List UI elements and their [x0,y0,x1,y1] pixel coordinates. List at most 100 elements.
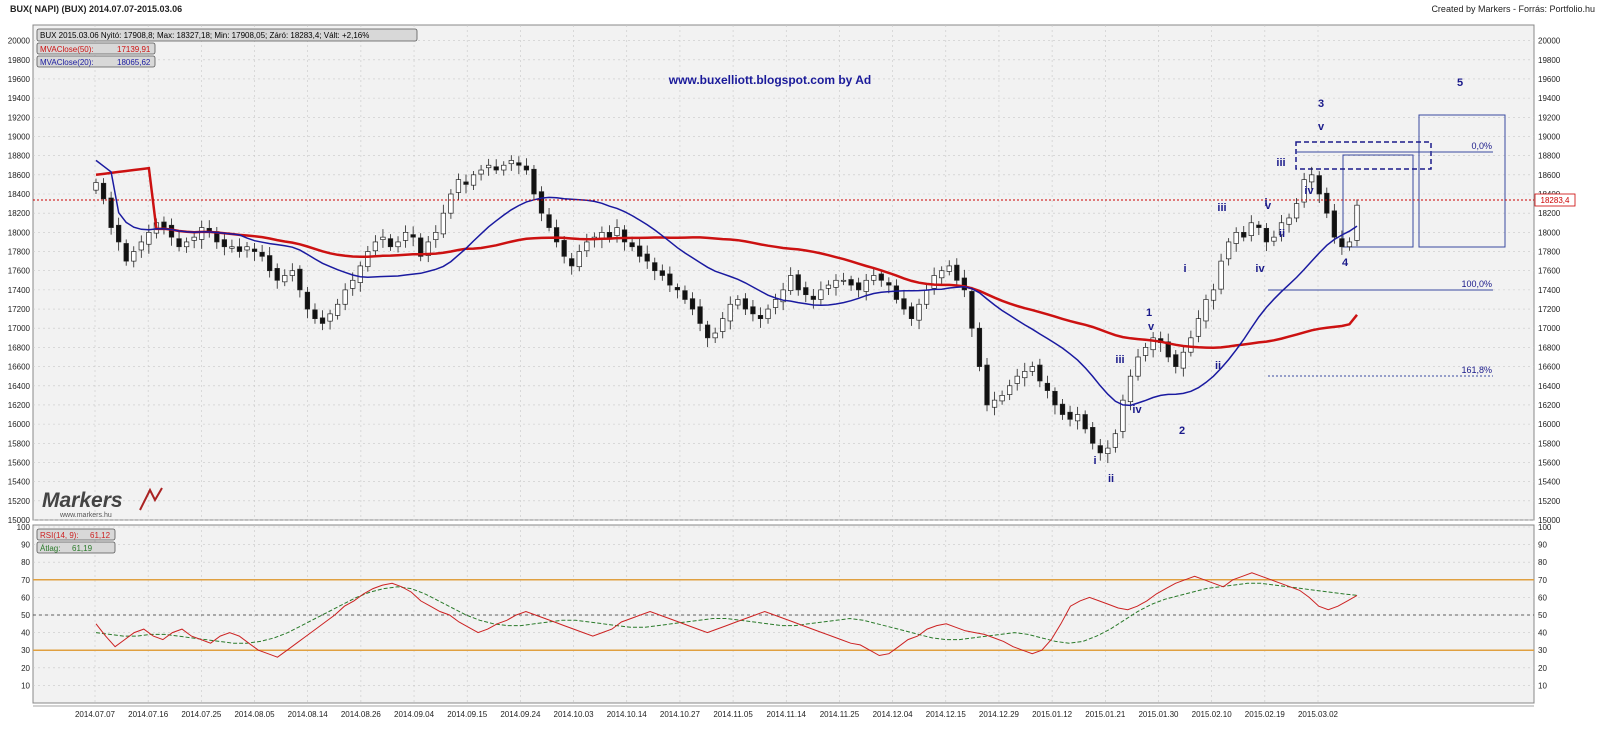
rsi-tick-label: 30 [1538,646,1547,655]
candle-down [893,285,900,300]
fib-label-0: 0,0% [1471,141,1492,151]
candle-up [1150,337,1156,351]
price-tick-label: 17400 [1538,286,1561,295]
markers-logo: Markers www.markers.hu [42,487,163,519]
price-tick-label: 18600 [8,171,31,180]
price-tick-label: 17600 [1538,267,1561,276]
rsi-tick-label: 90 [21,541,30,550]
candle-up [765,308,771,319]
candle-up [146,232,152,245]
rsi-info-box [36,528,116,541]
price-panel [32,24,1535,521]
candle-up [1014,375,1020,384]
date-x-axis: 2014.07.07 2014.07.16 2014.07.25 2014.08.05… [33,705,1534,719]
candle-up [871,275,877,281]
price-tick-label: 19200 [8,113,31,122]
wave-label: iv [1132,404,1142,416]
candle-up [727,303,733,322]
x-tick-label: 2014.09.04 [394,710,435,719]
rsi-tick-label: 10 [1538,681,1547,690]
candle-down [954,264,960,281]
x-tick-label: 2014.12.29 [979,710,1020,719]
candle-down [319,317,326,324]
candle-down [667,273,673,286]
candle-down [1037,364,1043,382]
price-tick-label: 15600 [1538,458,1561,467]
rsi-tick-label: 40 [1538,629,1547,638]
candle-down [795,274,801,291]
ma20-info-label: MVAClose(20): [40,58,94,67]
x-tick-label: 2015.02.19 [1245,710,1286,719]
rsi-avg-info-value: 61,19 [72,544,93,553]
fib-label-161: 161,8% [1461,365,1492,375]
rsi-info-value: 61,12 [90,531,111,540]
price-y-axis-left: 15000 15200 15400 15600 15800 16000 16200 16400… [8,37,31,525]
candle-up [191,236,197,241]
price-tick-label: 16400 [1538,382,1561,391]
candle-down [659,270,665,276]
candle-up [395,241,401,248]
candle-down [251,248,258,252]
candle-down [304,291,311,310]
candle-down [531,168,537,195]
ma20-info-value: 18065,62 [117,58,151,67]
candle-up [931,275,937,289]
wave-v-dashed-box [1295,141,1432,170]
candle-down [1052,390,1058,406]
wave-label: 5 [1457,77,1463,89]
candlestick-series [93,155,1360,464]
candle-down [410,234,416,238]
candle-up [1203,299,1209,322]
candle-up [923,289,930,305]
candle-up [138,241,144,251]
price-tick-label: 19600 [1538,75,1561,84]
price-tick-label: 19800 [8,56,31,65]
candle-up [1278,222,1285,236]
candle-down [1241,232,1247,238]
candle-up [342,289,348,305]
candle-down [1165,341,1171,358]
candle-up [327,313,333,322]
rsi-panel [32,524,1535,704]
candle-down [516,162,522,166]
wave-label: iii [1115,354,1124,366]
candle-up [916,303,922,321]
ma20-info-box [36,55,156,68]
candle-up [501,164,507,171]
candle-up [282,275,288,283]
price-tick-label: 16800 [8,343,31,352]
candle-up [712,332,718,339]
candle-down [267,255,273,272]
candle-down [1256,224,1262,228]
price-tick-label: 17800 [1538,248,1561,257]
x-tick-label: 2015.03.02 [1298,710,1339,719]
candle-down [569,258,575,267]
candle-up [1309,174,1315,183]
candle-up [1120,399,1126,432]
price-grid [33,25,1534,521]
wave-label: 4 [1342,257,1349,269]
price-tick-label: 19000 [1538,132,1561,141]
price-tick-label: 17600 [8,267,31,276]
ma50-info-value: 17139,91 [117,45,151,54]
candle-down [561,240,567,257]
candle-up [448,193,454,214]
candle-down [901,298,907,310]
candle-down [878,273,884,281]
wave-label: i [1093,455,1096,467]
price-tick-label: 19600 [8,75,31,84]
candle-up [999,395,1005,402]
candle-down [629,242,635,248]
price-tick-label: 18600 [1538,171,1561,180]
rsi-avg-info-box [36,541,116,554]
fib-label-100: 100,0% [1461,279,1492,289]
candle-down [1090,427,1096,444]
candle-up [1188,337,1194,353]
candle-down [463,181,469,185]
candle-down [757,315,764,319]
price-tick-label: 16800 [1538,343,1561,352]
price-tick-label: 19400 [1538,94,1561,103]
wave-label: i [1264,197,1267,209]
wave-label: i [1183,263,1186,275]
rsi-grid [33,525,1534,703]
